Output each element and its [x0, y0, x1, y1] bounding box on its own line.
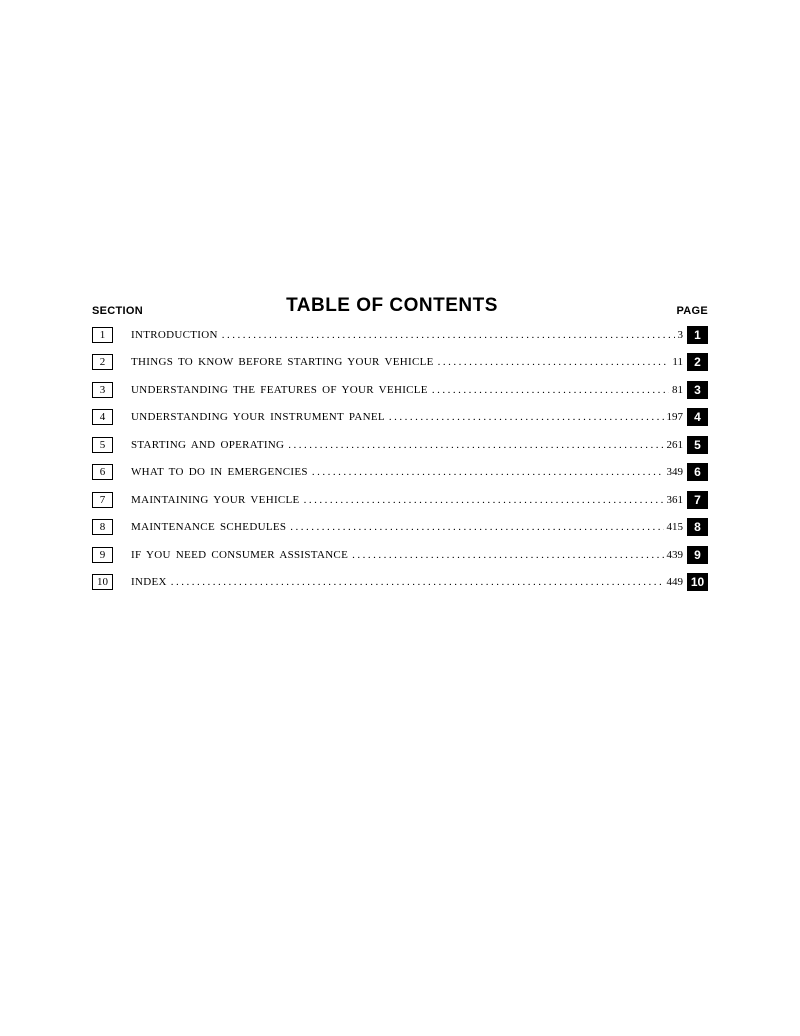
toc-row: 5 STARTING AND OPERATING.................… — [92, 431, 708, 459]
toc-page-number: 439 — [667, 549, 684, 561]
toc-row: 9 IF YOU NEED CONSUMER ASSISTANCE........… — [92, 541, 708, 569]
toc-rows: 1 INTRODUCTION...........................… — [92, 321, 708, 596]
toc-row: 6 WHAT TO DO IN EMERGENCIES..............… — [92, 459, 708, 487]
toc-row: 7 MAINTAINING YOUR VEHICLE...............… — [92, 486, 708, 514]
section-tab-box: 10 — [687, 573, 708, 591]
toc-row: 2 THINGS TO KNOW BEFORE STARTING YOUR VEH… — [92, 349, 708, 377]
dot-leader: ........................................… — [312, 466, 664, 478]
section-tab-box: 6 — [687, 463, 708, 481]
toc-page-number: 81 — [672, 384, 683, 396]
dot-leader: ........................................… — [438, 356, 670, 368]
dot-leader: ........................................… — [432, 384, 669, 396]
toc-page-number: 349 — [667, 466, 684, 478]
section-tab-box: 7 — [687, 491, 708, 509]
toc-row: 3 UNDERSTANDING THE FEATURES OF YOUR VEHI… — [92, 376, 708, 404]
toc-page-number: 415 — [667, 521, 684, 533]
toc-page-number: 197 — [667, 411, 684, 423]
section-number-box: 7 — [92, 492, 113, 508]
dot-leader: ........................................… — [352, 549, 663, 561]
dot-leader: ........................................… — [304, 494, 664, 506]
section-tab-box: 8 — [687, 518, 708, 536]
section-number-box: 2 — [92, 354, 113, 370]
toc-page-number: 11 — [672, 356, 683, 368]
toc-entry-title: INTRODUCTION — [131, 329, 218, 341]
toc-row: 8 MAINTENANCE SCHEDULES..................… — [92, 514, 708, 542]
toc-entry-title: INDEX — [131, 576, 167, 588]
dot-leader: ........................................… — [288, 439, 663, 451]
section-tab-box: 4 — [687, 408, 708, 426]
section-number-box: 3 — [92, 382, 113, 398]
toc-row: 4 UNDERSTANDING YOUR INSTRUMENT PANEL....… — [92, 404, 708, 432]
section-tab-box: 1 — [687, 326, 708, 344]
toc-page: SECTION TABLE OF CONTENTS PAGE 1 INTRODUC… — [0, 295, 800, 596]
section-number-box: 9 — [92, 547, 113, 563]
section-number-box: 10 — [92, 574, 113, 590]
section-number-box: 5 — [92, 437, 113, 453]
section-tab-box: 9 — [687, 546, 708, 564]
toc-entry-title: STARTING AND OPERATING — [131, 439, 284, 451]
section-number-box: 8 — [92, 519, 113, 535]
toc-page-number: 3 — [678, 329, 684, 341]
toc-entry-title: IF YOU NEED CONSUMER ASSISTANCE — [131, 549, 348, 561]
page-header-label: PAGE — [672, 305, 708, 317]
section-tab-box: 5 — [687, 436, 708, 454]
section-number-box: 4 — [92, 409, 113, 425]
toc-row: 1 INTRODUCTION...........................… — [92, 321, 708, 349]
dot-leader: ........................................… — [389, 411, 664, 423]
dot-leader: ........................................… — [171, 576, 664, 588]
dot-leader: ........................................… — [222, 329, 675, 341]
dot-leader: ........................................… — [290, 521, 663, 533]
section-tab-box: 2 — [687, 353, 708, 371]
section-tab-box: 3 — [687, 381, 708, 399]
toc-entry-title: THINGS TO KNOW BEFORE STARTING YOUR VEHI… — [131, 356, 434, 368]
toc-entry-title: UNDERSTANDING YOUR INSTRUMENT PANEL — [131, 411, 385, 423]
toc-row: 10 INDEX.................................… — [92, 569, 708, 597]
header-row: SECTION TABLE OF CONTENTS PAGE — [92, 295, 708, 317]
toc-page-number: 361 — [667, 494, 684, 506]
toc-entry-title: MAINTAINING YOUR VEHICLE — [131, 494, 300, 506]
toc-page-number: 449 — [667, 576, 684, 588]
toc-entry-title: WHAT TO DO IN EMERGENCIES — [131, 466, 308, 478]
page-title: TABLE OF CONTENTS — [112, 295, 672, 317]
toc-page-number: 261 — [667, 439, 684, 451]
section-number-box: 1 — [92, 327, 113, 343]
toc-entry-title: UNDERSTANDING THE FEATURES OF YOUR VEHIC… — [131, 384, 428, 396]
toc-entry-title: MAINTENANCE SCHEDULES — [131, 521, 286, 533]
section-number-box: 6 — [92, 464, 113, 480]
